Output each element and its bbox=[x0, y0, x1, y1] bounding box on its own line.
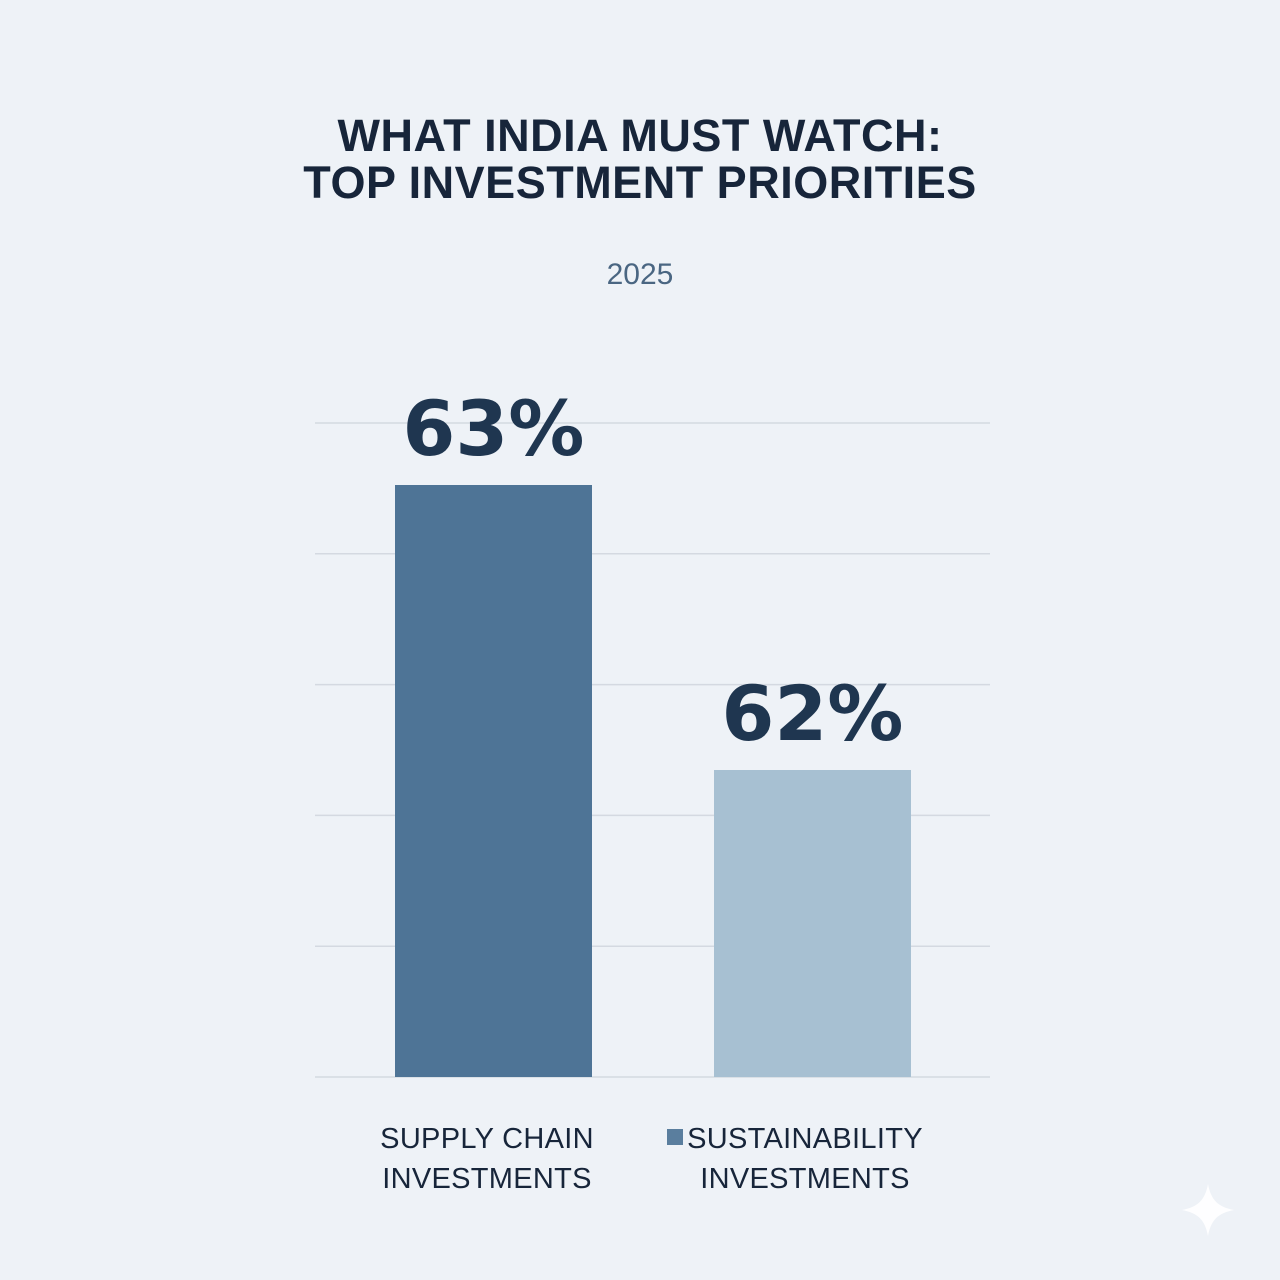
category-label-2-line-2: INVESTMENTS bbox=[700, 1163, 910, 1195]
bar-2 bbox=[714, 770, 911, 1077]
chart-title: WHAT INDIA MUST WATCH: TOP INVESTMENT PR… bbox=[0, 112, 1280, 207]
category-label-2-line-1: SUSTAINABILITY bbox=[687, 1123, 923, 1155]
sparkle-icon bbox=[1182, 1184, 1234, 1236]
chart-title-line-2: TOP INVESTMENT PRIORITIES bbox=[303, 157, 977, 209]
bar-1 bbox=[395, 485, 592, 1077]
legend-marker bbox=[667, 1129, 683, 1145]
value-label-2: 62% bbox=[722, 669, 904, 758]
chart-subtitle: 2025 bbox=[606, 258, 674, 291]
value-label-1: 63% bbox=[403, 384, 585, 473]
category-label-1-line-2: INVESTMENTS bbox=[382, 1163, 592, 1195]
chart-title-line-1: WHAT INDIA MUST WATCH: bbox=[337, 110, 943, 161]
category-label-1-line-1: SUPPLY CHAIN bbox=[380, 1123, 594, 1155]
